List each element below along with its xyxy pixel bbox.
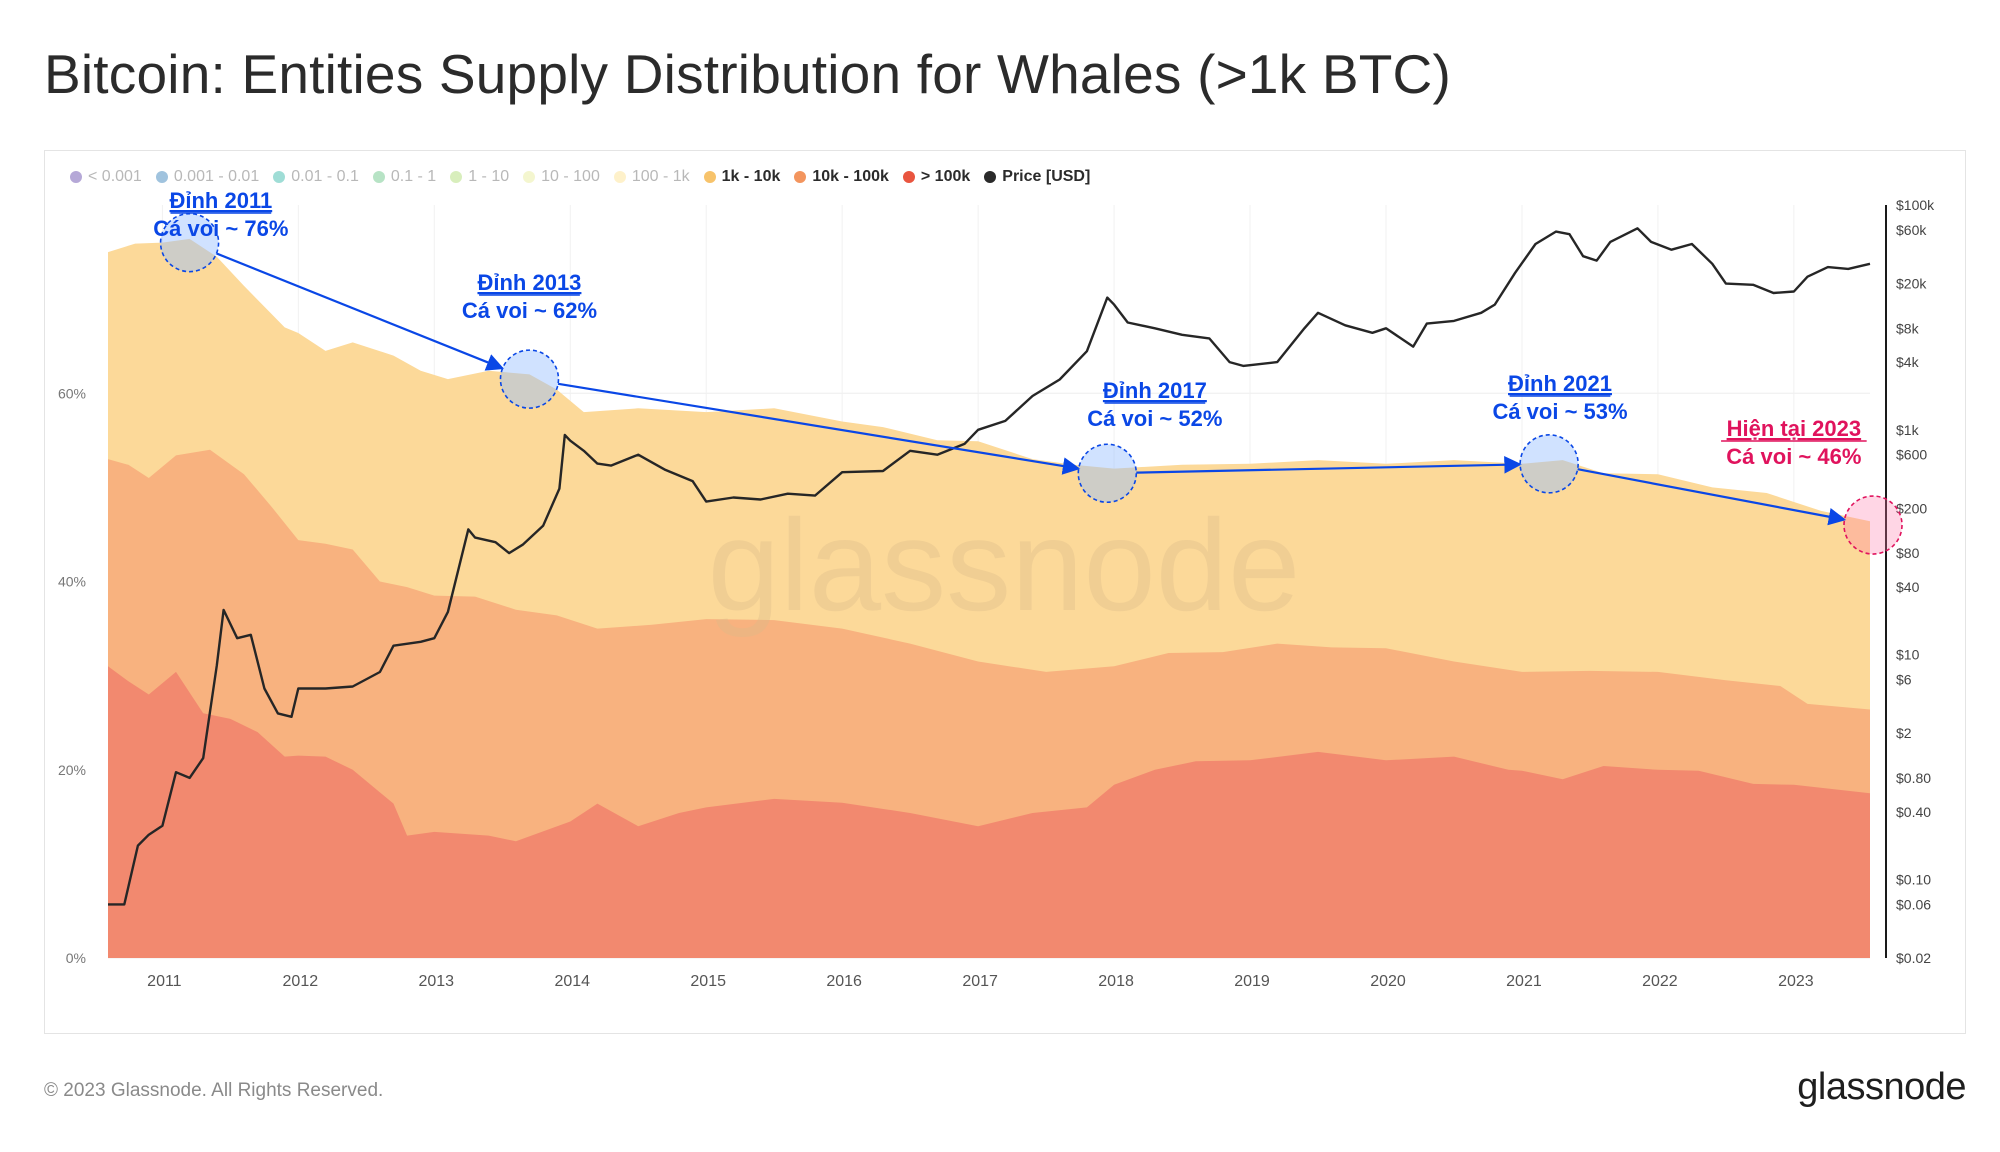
legend-dot — [273, 171, 286, 183]
x-tick-label: 2018 — [1098, 973, 1134, 990]
y-right-tick-label: $0.10 — [1896, 871, 1931, 887]
y-right-tick-label: $2 — [1896, 725, 1912, 741]
y-right-tick-label: $0.06 — [1896, 896, 1931, 912]
legend-item[interactable]: 1k - 10k — [703, 168, 781, 186]
annotation-title: Đỉnh 2013 — [477, 270, 581, 295]
y-right-tick-label: $80 — [1896, 545, 1920, 561]
annotation-circle — [1843, 495, 1903, 555]
y-right-tick-label: $4k — [1896, 354, 1920, 370]
legend-item[interactable]: 100 - 1k — [613, 168, 690, 186]
area-band--100k — [108, 666, 1870, 958]
legend-item[interactable]: > 100k — [902, 168, 971, 186]
y-right-tick-label: $0.80 — [1896, 770, 1931, 786]
legend-item[interactable]: 1 - 10 — [450, 168, 509, 186]
y-right-tick-label: $0.02 — [1896, 950, 1931, 966]
y-left-tick-label: 0% — [66, 950, 86, 966]
annotation-circle — [1519, 434, 1579, 494]
y-right-tick-label: $200 — [1896, 500, 1927, 516]
trend-arrow — [1136, 456, 1522, 474]
x-tick-label: 2012 — [283, 973, 319, 990]
y-right-tick-label: $1k — [1896, 422, 1920, 438]
legend-item[interactable]: Price [USD] — [984, 168, 1090, 186]
legend-label: > 100k — [920, 168, 971, 185]
legend-dot — [523, 171, 536, 183]
annotation-subtitle: Cá voi ~ 46% — [1726, 444, 1861, 469]
legend-label: 1k - 10k — [721, 168, 781, 185]
chart-title: Bitcoin: Entities Supply Distribution fo… — [44, 43, 1451, 105]
legend-item[interactable]: 0.01 - 0.1 — [273, 168, 359, 186]
legend-label: 100 - 1k — [631, 168, 690, 185]
x-tick-label: 2017 — [962, 973, 998, 990]
chart-legend: < 0.001 0.001 - 0.01 0.01 - 0.1 0.1 - 1 1 - … — [70, 166, 1090, 188]
annotation-title: Đỉnh 2017 — [1103, 378, 1207, 403]
y-right-tick-label: $6 — [1896, 672, 1912, 688]
x-tick-label: 2015 — [690, 973, 726, 990]
x-tick-label: 2023 — [1778, 973, 1814, 990]
legend-label: 10k - 100k — [812, 168, 889, 185]
trend-arrow — [557, 382, 1081, 475]
annotation-title: Hiện tại 2023 — [1727, 416, 1862, 441]
x-tick-label: 2014 — [554, 973, 590, 990]
glassnode-logo[interactable]: glassnode — [1797, 1066, 1966, 1108]
annotation-circle — [1077, 443, 1138, 504]
y-right-tick-label: $10 — [1896, 647, 1920, 663]
x-tick-label: 2021 — [1506, 973, 1542, 990]
legend-dot — [703, 171, 716, 183]
legend-item[interactable]: 0.001 - 0.01 — [155, 168, 260, 186]
legend-dot — [372, 171, 385, 183]
annotation-title: Đỉnh 2021 — [1508, 371, 1612, 396]
x-tick-label: 2013 — [418, 973, 454, 990]
y-left-tick-label: 40% — [58, 574, 86, 590]
y-left-tick-label: 60% — [58, 385, 86, 401]
copyright-footer: © 2023 Glassnode. All Rights Reserved. — [44, 1080, 384, 1101]
legend-dot — [155, 171, 168, 183]
legend-dot — [70, 171, 82, 183]
legend-dot — [794, 171, 807, 183]
price-line — [108, 227, 1871, 906]
y-right-tick-label: $0.40 — [1896, 804, 1931, 820]
legend-dot — [902, 171, 915, 183]
legend-label: Price [USD] — [1002, 168, 1091, 185]
x-tick-label: 2016 — [826, 973, 862, 990]
legend-item[interactable]: 0.1 - 1 — [372, 168, 437, 186]
legend-label: < 0.001 — [88, 168, 142, 185]
legend-dot — [984, 171, 997, 183]
y-right-tick-label: $40 — [1896, 579, 1920, 595]
legend-item[interactable]: 10k - 100k — [794, 168, 889, 186]
legend-label: 0.001 - 0.01 — [173, 168, 260, 185]
x-tick-label: 2020 — [1370, 973, 1406, 990]
legend-item[interactable]: < 0.001 — [70, 168, 142, 186]
annotation-subtitle: Cá voi ~ 52% — [1087, 406, 1222, 431]
annotation-subtitle: Cá voi ~ 62% — [462, 298, 597, 323]
legend-dot — [613, 171, 626, 183]
legend-label: 0.01 - 0.1 — [291, 168, 359, 185]
x-tick-label: 2011 — [147, 973, 182, 990]
y-right-tick-label: $600 — [1896, 447, 1927, 463]
annotation-subtitle: Cá voi ~ 76% — [153, 216, 288, 241]
legend-label: 0.1 - 1 — [390, 168, 437, 185]
x-tick-label: 2022 — [1642, 973, 1678, 990]
annotation-subtitle: Cá voi ~ 53% — [1492, 399, 1627, 424]
chart-panel — [44, 150, 1966, 1034]
legend-label: 10 - 100 — [541, 168, 600, 185]
trend-arrow — [1577, 468, 1847, 526]
y-left-tick-label: 20% — [58, 762, 86, 778]
legend-dot — [450, 171, 463, 183]
annotation-title: Đỉnh 2011 — [169, 188, 272, 213]
x-tick-label: 2019 — [1234, 973, 1270, 990]
annotation-circle — [499, 349, 560, 409]
y-right-tick-label: $60k — [1896, 222, 1927, 238]
legend-label: 1 - 10 — [468, 168, 510, 185]
watermark: glassnode — [708, 492, 1301, 638]
trend-arrow — [216, 252, 505, 371]
y-right-tick-label: $100k — [1896, 197, 1935, 213]
y-right-tick-label: $8k — [1896, 320, 1920, 336]
y-right-tick-label: $20k — [1896, 276, 1927, 292]
legend-item[interactable]: 10 - 100 — [523, 168, 600, 186]
